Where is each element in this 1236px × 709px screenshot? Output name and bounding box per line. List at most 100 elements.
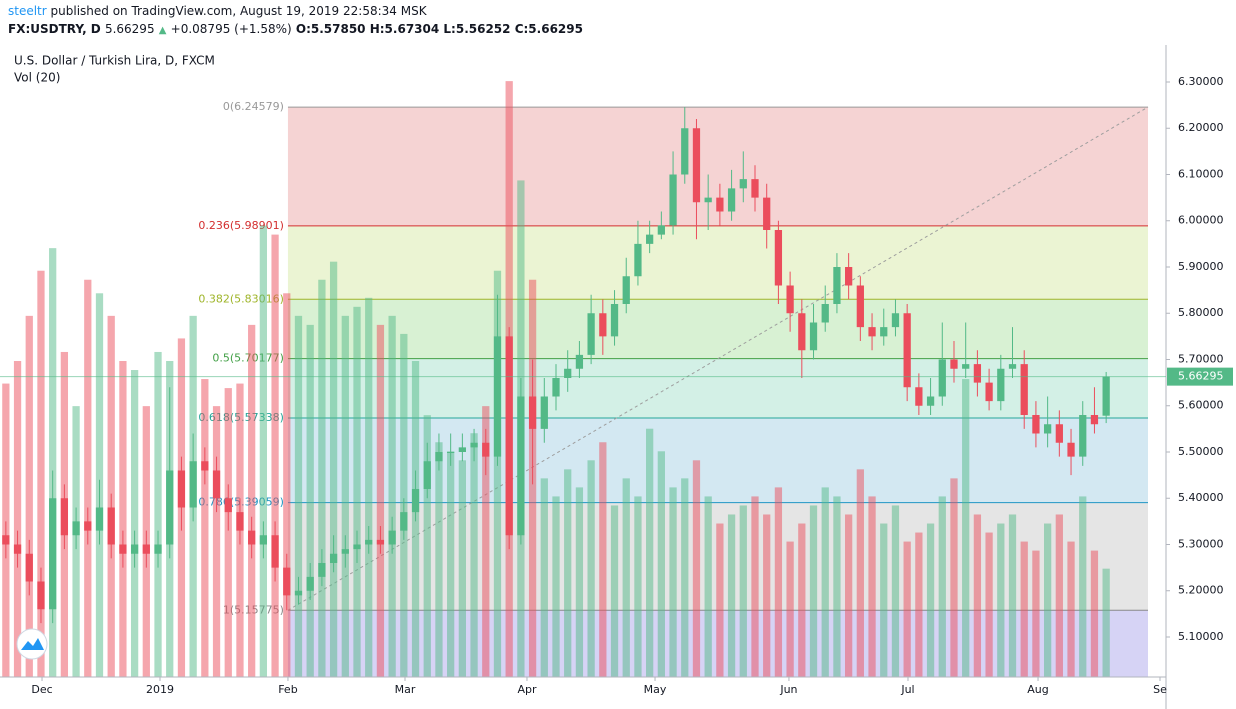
volume-bar [774, 487, 783, 677]
volume-bar [880, 523, 888, 677]
candle-body [868, 327, 876, 337]
volume-bar [365, 297, 373, 677]
x-tick-label: Mar [395, 683, 416, 696]
candle-body [599, 313, 607, 337]
volume-bar [25, 315, 33, 677]
x-tick-label: Apr [517, 683, 537, 696]
volume-bar [212, 406, 221, 677]
volume-bar [1020, 541, 1028, 677]
volume-bar [821, 487, 829, 677]
fib-band [287, 299, 1149, 359]
candle-body [669, 174, 677, 226]
high: H:5.67304 [369, 22, 440, 36]
x-tick-label: Se [1153, 683, 1167, 696]
volume-bar [833, 496, 841, 677]
candle-body [447, 451, 455, 453]
volume-bar [37, 270, 45, 677]
candle-body [2, 535, 10, 545]
volume-bar [329, 261, 338, 677]
candle-body [107, 507, 115, 545]
candle-body [353, 544, 361, 550]
fib-label: 0.236(5.98901) [198, 219, 284, 232]
candle-body [681, 128, 689, 175]
volume-bar [599, 442, 607, 677]
candle-body [727, 188, 736, 212]
y-tick-label: 6.00000 [1178, 214, 1224, 227]
volume-bar [1008, 514, 1017, 677]
candle-body [915, 387, 923, 406]
volume-bar [692, 460, 701, 677]
candle-body [189, 461, 197, 508]
last-price-box [1167, 367, 1233, 386]
close: C:5.66295 [514, 22, 583, 36]
volume-bar [447, 451, 455, 677]
volume-bar [891, 505, 900, 677]
candle-body [692, 128, 701, 203]
candle-body [1079, 414, 1087, 457]
candle-body [365, 539, 373, 545]
chart: 0(6.24579)0.236(5.98901)0.382(5.83016)0.… [0, 45, 1233, 709]
candle-body [716, 197, 724, 212]
volume-bar [681, 478, 689, 677]
candle-body [177, 470, 186, 508]
candle-body [798, 313, 806, 351]
volume-bar [610, 505, 619, 677]
volume-bar [575, 487, 584, 677]
volume-bar [376, 324, 385, 677]
candle-body [154, 544, 162, 554]
candle-body [271, 535, 279, 568]
volume-bar [49, 248, 57, 677]
volume-bar [13, 361, 22, 677]
fib-trend [287, 106, 1149, 611]
candle-body [201, 461, 209, 471]
candle-body [13, 544, 22, 554]
x-tick-label: Aug [1027, 683, 1048, 696]
volume-bar [388, 315, 396, 677]
volume-bar [201, 379, 209, 677]
volume-bar [962, 379, 970, 677]
y-tick-label: 5.40000 [1178, 491, 1224, 504]
candle-body [646, 234, 654, 244]
candle-body [283, 567, 291, 596]
candle-body [821, 303, 829, 323]
candle-body [973, 364, 982, 383]
candle-body [938, 359, 946, 397]
volume-bar [809, 505, 818, 677]
volume-bar [903, 541, 911, 677]
volume-bar [704, 496, 712, 677]
candle-body [470, 442, 478, 448]
volume-bar [294, 315, 303, 677]
candle-body [493, 336, 502, 457]
volume-bar [341, 315, 349, 677]
volume-bar [283, 293, 291, 677]
volume-bar [154, 351, 162, 677]
y-tick-label: 5.70000 [1178, 352, 1224, 365]
volume-bar [1044, 523, 1052, 677]
author[interactable]: steeltr [8, 4, 47, 18]
candle-body [84, 521, 92, 531]
candle-body [774, 229, 783, 286]
up-arrow: ▲ [158, 25, 167, 36]
candle-body [166, 470, 174, 545]
candle-body [25, 553, 33, 582]
logo[interactable] [16, 628, 48, 660]
candle-body [622, 276, 630, 304]
candle-body [435, 451, 443, 462]
y-tick-label: 5.90000 [1178, 260, 1224, 273]
candle-body [259, 535, 267, 545]
volume-bar [798, 523, 806, 677]
candle-body [37, 581, 45, 610]
volume-bar [587, 460, 595, 677]
change: +0.08795 (+1.58%) [170, 22, 292, 36]
quote-line: FX:USDTRY, D 5.66295 ▲ +0.08795 (+1.58%)… [8, 22, 583, 36]
candle-body [856, 285, 864, 328]
volume-bar [259, 225, 267, 678]
volume-bar [84, 279, 92, 677]
volume-bar [130, 370, 139, 677]
volume-bar [739, 505, 747, 677]
price: 5.66295 [104, 22, 155, 36]
candle-body [962, 364, 970, 369]
candle-body [1102, 376, 1110, 416]
fib-band [287, 358, 1149, 419]
candle-body [528, 396, 537, 429]
